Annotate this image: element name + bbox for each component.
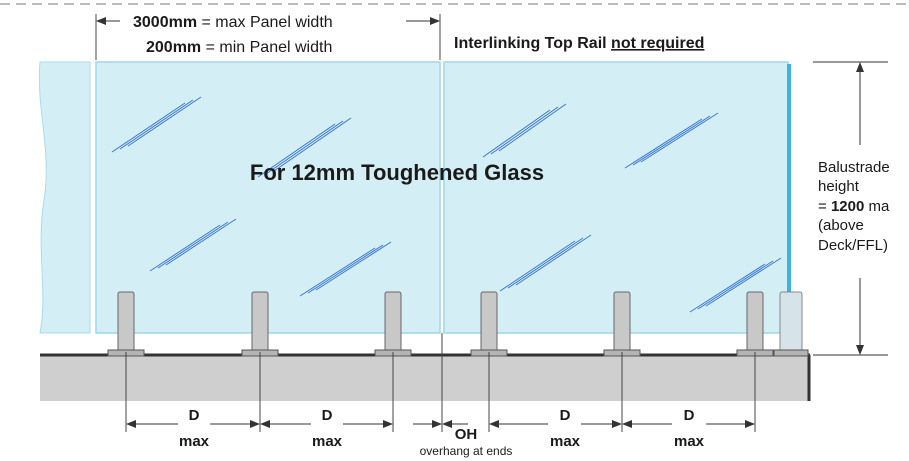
deck bbox=[40, 355, 808, 401]
spacing-labels: D max D max D max D max OH bbox=[179, 407, 705, 450]
height-note: Balustrade height = 1200 ma (above Deck/… bbox=[818, 159, 890, 254]
min-width-text: 200mm = min Panel width bbox=[146, 39, 332, 56]
svg-text:height: height bbox=[818, 178, 860, 195]
d-label: D bbox=[560, 407, 571, 424]
centre-lines bbox=[95, 14, 756, 432]
glass-end-edge bbox=[787, 64, 791, 332]
glass-label: For 12mm Toughened Glass bbox=[250, 160, 544, 185]
d-label: D bbox=[322, 407, 333, 424]
glass-panel-cut bbox=[38, 61, 91, 334]
svg-text:Balustrade: Balustrade bbox=[818, 159, 890, 176]
svg-text:Deck/FFL): Deck/FFL) bbox=[818, 237, 888, 254]
max-label: max bbox=[312, 433, 343, 450]
svg-text:= 1200 ma: = 1200 ma bbox=[818, 198, 890, 215]
d-label: D bbox=[189, 407, 200, 424]
glass-panels bbox=[38, 61, 791, 334]
rail-note: Interlinking Top Rail not required bbox=[454, 35, 704, 52]
oh-caption: overhang at ends bbox=[420, 444, 513, 458]
max-label: max bbox=[674, 433, 705, 450]
glass-reflections bbox=[111, 96, 782, 313]
max-label: max bbox=[179, 433, 210, 450]
spigot-end bbox=[773, 291, 809, 357]
svg-text:(above: (above bbox=[818, 217, 864, 234]
max-label: max bbox=[550, 433, 581, 450]
d-label: D bbox=[684, 407, 695, 424]
oh-label: OH bbox=[455, 426, 478, 443]
max-width-text: 3000mm = max Panel width bbox=[133, 14, 333, 31]
